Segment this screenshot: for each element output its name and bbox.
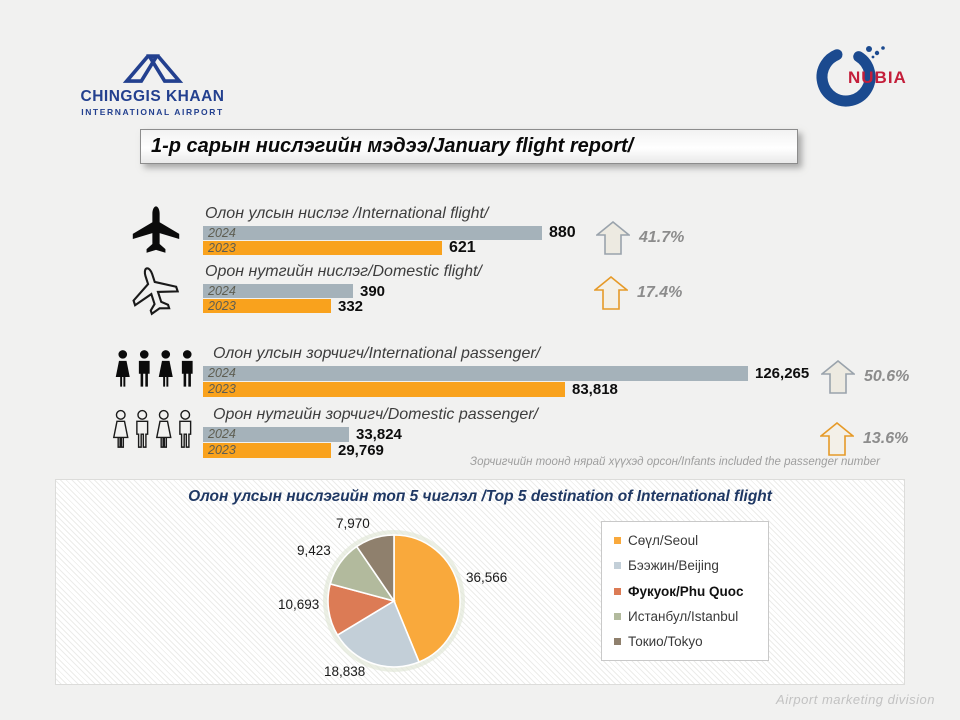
up-arrow-icon: [821, 360, 855, 394]
intl-passenger-title: Олон улсын зорчигч/International passeng…: [213, 345, 541, 362]
bar-year-label: 2024: [208, 284, 236, 298]
footer-credit: Airport marketing division: [776, 692, 935, 707]
passengers-outline-icon: [113, 409, 192, 448]
infants-note: Зорчигчийн тоонд нярай хүүхэд орсон/Infa…: [470, 456, 880, 468]
nubia-text: NUBIA: [848, 68, 907, 87]
nubia-logo: NUBIA: [816, 46, 907, 107]
airport-logo: CHINGGIS KHAAN INTERNATIONAL AIRPORT: [60, 44, 245, 117]
bar-row-2024: 2024 880: [203, 224, 576, 241]
pie-chart-title: Олон улсын нислэгийн топ 5 чиглэл /Top 5…: [188, 488, 772, 505]
report-title: 1-р сарын нислэгийн мэдээ/January flight…: [151, 135, 634, 157]
intl-flight-trend: 41.7%: [596, 221, 684, 255]
bar-year-label: 2023: [208, 382, 236, 396]
bar-row-2024: 2024 33,824: [203, 426, 402, 443]
domestic-passenger-title: Орон нутгийн зорчигч/Domestic passenger/: [213, 406, 538, 423]
legend-label: Сөүл/Seoul: [628, 533, 699, 548]
intl-passenger-trend: 50.6%: [821, 360, 909, 394]
legend-swatch: [614, 612, 621, 620]
up-arrow-icon: [820, 422, 854, 456]
legend-swatch: [614, 562, 621, 570]
bar-row-2023: 2023 332: [203, 297, 385, 315]
legend-swatch: [614, 587, 621, 595]
bar-value: 83,818: [572, 381, 618, 398]
pie-value-phuquoc: 10,693: [278, 597, 320, 612]
bar-value: 390: [360, 282, 386, 300]
bar-value: 33,824: [356, 426, 402, 443]
bar-2024: 2024: [203, 366, 748, 381]
airport-name: CHINGGIS KHAAN: [80, 88, 225, 105]
pie-value-tokyo: 7,970: [336, 516, 370, 531]
bar-year-label: 2023: [208, 241, 236, 255]
airplane-icon: [132, 206, 180, 253]
domestic-flight-title: Орон нутгийн нислэг/Domestic flight/: [205, 263, 482, 280]
bar-year-label: 2024: [208, 366, 236, 380]
up-arrow-icon: [596, 221, 630, 255]
legend-label: Истанбул/Istanbul: [628, 608, 739, 624]
pie-slice-1: [336, 599, 421, 668]
bar-2024: 2024: [203, 284, 353, 298]
pie-value-istanbul: 9,423: [297, 543, 331, 558]
bar-row-2024: 2024 390: [203, 282, 386, 300]
domestic-passenger-bar-chart: 2024 33,824 2023 29,769: [203, 426, 402, 459]
bar-value: 126,265: [755, 365, 810, 382]
pie-slice-0: [393, 534, 461, 664]
legend-swatch: [614, 638, 621, 645]
change-percent: 41.7%: [639, 229, 685, 246]
legend-label: Токио/Tokyo: [628, 634, 703, 649]
legend-label: Бээжин/Beijing: [628, 558, 719, 574]
airport-subtitle: INTERNATIONAL AIRPORT: [81, 107, 224, 117]
change-percent: 13.6%: [863, 430, 909, 447]
intl-flight-bar-chart: 2024 880 2023 621: [203, 224, 576, 256]
bar-year-label: 2024: [208, 226, 236, 240]
bar-value: 621: [449, 239, 476, 256]
legend-item-beijing: Бээжин/Beijing: [614, 558, 756, 573]
domestic-flight-bar-chart: 2024 390 2023 332: [203, 282, 386, 315]
pie-value-beijing: 18,838: [324, 664, 366, 679]
report-title-box: 1-р сарын нислэгийн мэдээ/January flight…: [140, 129, 798, 164]
bar-value: 29,769: [338, 442, 384, 459]
domestic-passenger-trend: 13.6%: [820, 422, 908, 456]
intl-flight-title: Олон улсын нислэг /International flight/: [205, 205, 489, 222]
bar-row-2023: 2023 29,769: [203, 442, 402, 459]
top5-panel: Олон улсын нислэгийн топ 5 чиглэл /Top 5…: [55, 479, 905, 685]
pie-slice-4: [355, 534, 395, 604]
change-percent: 50.6%: [864, 368, 910, 385]
legend-item-istanbul: Истанбул/Istanbul: [614, 609, 756, 624]
bar-2023: 2023: [203, 443, 331, 458]
up-arrow-icon: [594, 276, 628, 310]
bar-year-label: 2023: [208, 443, 236, 457]
domestic-flight-trend: 17.4%: [594, 276, 682, 310]
bar-2024: 2024: [203, 226, 542, 240]
intl-passenger-bar-chart: 2024 126,265 2023 83,818: [203, 365, 810, 398]
bar-2024: 2024: [203, 427, 349, 442]
airplane-outline-icon: [132, 267, 180, 316]
legend-item-tokyo: Токио/Tokyo: [614, 634, 756, 649]
pie-legend: Сөүл/Seoul Бээжин/Beijing Фукуок/Phu Quo…: [601, 521, 769, 661]
bar-value: 332: [338, 297, 364, 315]
bar-row-2023: 2023 621: [203, 239, 576, 256]
bar-year-label: 2023: [208, 299, 236, 313]
pie-chart: [323, 530, 465, 672]
bar-2023: 2023: [203, 241, 442, 255]
bar-row-2023: 2023 83,818: [203, 381, 809, 398]
bar-2023: 2023: [203, 299, 331, 313]
airport-logo-icon: [122, 54, 183, 83]
legend-item-phuquoc: Фукуок/Phu Quoc: [614, 584, 756, 599]
legend-item-seoul: Сөүл/Seoul: [614, 533, 756, 548]
bar-2023: 2023: [203, 382, 565, 397]
passengers-icon: [115, 350, 193, 387]
pie-value-seoul: 36,566: [466, 570, 508, 585]
bar-value: 880: [549, 224, 576, 241]
legend-swatch: [614, 537, 621, 544]
nubia-ring-icon: [816, 47, 876, 107]
legend-label: Фукуок/Phu Quoc: [628, 583, 744, 599]
bar-year-label: 2024: [208, 427, 236, 441]
change-percent: 17.4%: [637, 284, 683, 301]
bar-row-2024: 2024 126,265: [203, 365, 810, 382]
